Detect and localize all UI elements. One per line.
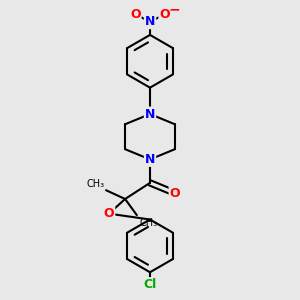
Text: CH₃: CH₃ <box>86 179 105 189</box>
Text: N: N <box>145 107 155 121</box>
Text: −: − <box>168 2 180 16</box>
Text: CH₃: CH₃ <box>140 218 158 228</box>
Text: O: O <box>159 8 170 21</box>
Text: Cl: Cl <box>143 278 157 291</box>
Text: O: O <box>104 207 114 220</box>
Text: N: N <box>145 153 155 166</box>
Text: O: O <box>130 8 141 21</box>
Text: O: O <box>169 187 180 200</box>
Text: N: N <box>145 15 155 28</box>
